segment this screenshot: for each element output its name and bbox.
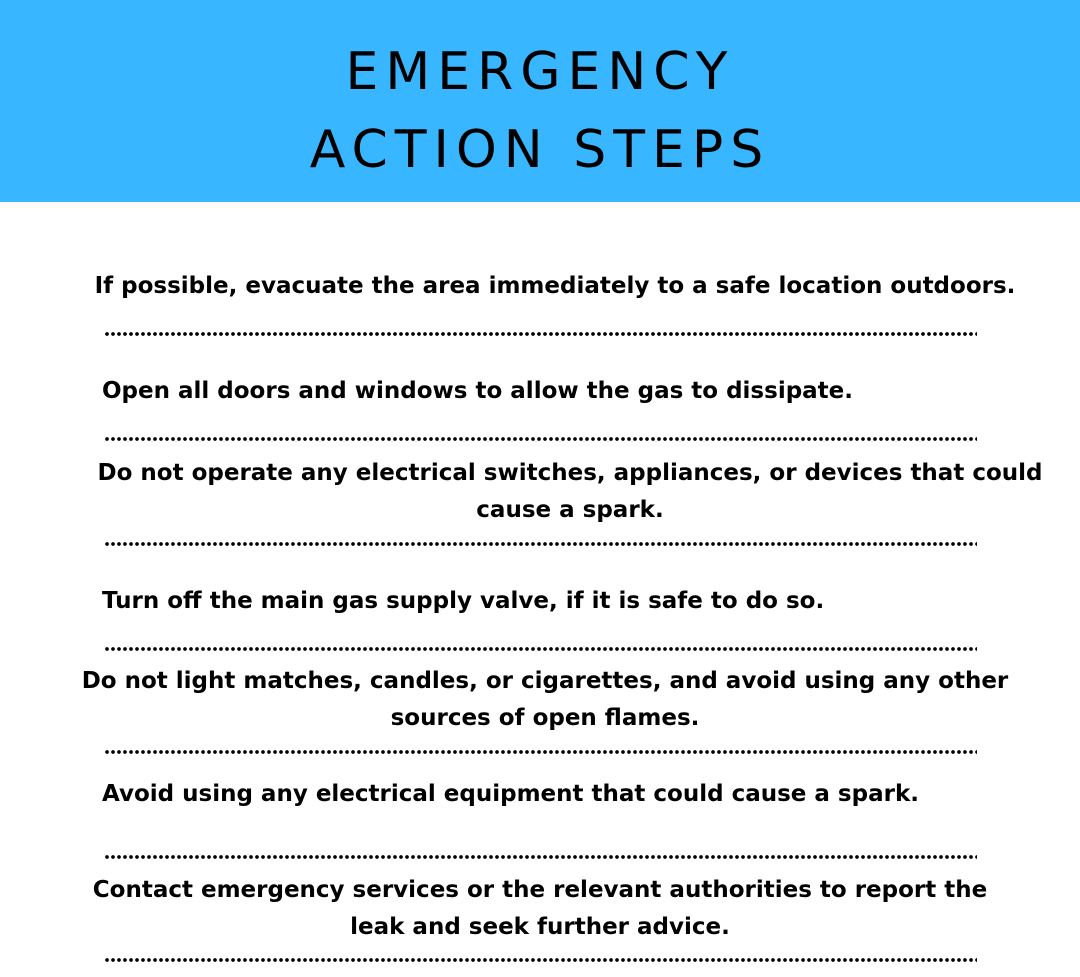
dotted-divider xyxy=(104,750,977,754)
dotted-divider xyxy=(104,542,977,546)
step-text: Open all doors and windows to allow the … xyxy=(102,378,854,404)
step-text: If possible, evacuate the area immediate… xyxy=(94,273,1016,299)
step-text: sources of open flames. xyxy=(390,705,700,731)
step-text: Do not operate any electrical switches, … xyxy=(97,460,1043,486)
step-7: Contact emergency services or the releva… xyxy=(70,872,1010,946)
page-title-line-1: EMERGENCY xyxy=(345,42,735,102)
step-text: leak and seek further advice. xyxy=(350,914,730,940)
step-text: cause a spark. xyxy=(476,497,664,523)
step-1: If possible, evacuate the area immediate… xyxy=(60,268,1050,305)
page-title-line-2: ACTION STEPS xyxy=(309,120,771,180)
step-text: Avoid using any electrical equipment tha… xyxy=(102,781,919,807)
dotted-divider xyxy=(104,647,977,651)
dotted-divider xyxy=(104,332,977,336)
step-text: Do not light matches, candles, or cigare… xyxy=(81,668,1009,694)
step-3: Do not operate any electrical switches, … xyxy=(90,455,1050,529)
header-banner: EMERGENCY ACTION STEPS xyxy=(0,0,1080,202)
step-6: Avoid using any electrical equipment tha… xyxy=(102,776,919,813)
dotted-divider xyxy=(104,855,977,859)
step-5: Do not light matches, candles, or cigare… xyxy=(70,663,1020,737)
step-2: Open all doors and windows to allow the … xyxy=(102,373,853,410)
step-text: Contact emergency services or the releva… xyxy=(92,877,988,903)
dotted-divider xyxy=(104,958,977,962)
dotted-divider xyxy=(104,437,977,441)
step-4: Turn off the main gas supply valve, if i… xyxy=(102,583,824,620)
step-text: Turn off the main gas supply valve, if i… xyxy=(102,588,825,614)
